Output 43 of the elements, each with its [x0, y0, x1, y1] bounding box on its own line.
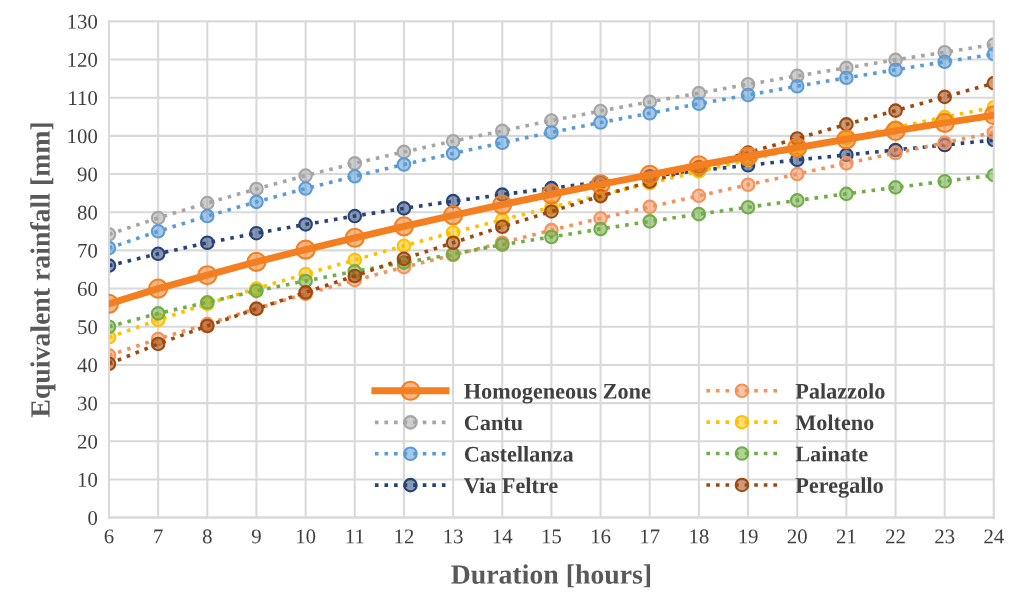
x-tick-label: 24	[984, 529, 1004, 544]
y-tick-label: 10	[78, 472, 98, 487]
x-tick-label: 18	[690, 529, 709, 544]
x-tick-label: 20	[787, 529, 807, 544]
y-tick-label: 70	[78, 243, 98, 258]
legend-label: Homogeneous Zone	[464, 383, 651, 404]
y-tick-label: 40	[77, 358, 98, 373]
legend-label: Molteno	[795, 414, 874, 431]
y-tick-label: 130	[68, 14, 98, 29]
y-tick-label: 0	[88, 511, 98, 526]
x-tick-label: 10	[297, 529, 316, 544]
legend-label: Via Feltre	[464, 477, 558, 494]
x-tick-label: 15	[542, 529, 562, 544]
x-tick-label: 21	[836, 529, 856, 544]
y-tick-label: 110	[69, 91, 98, 106]
y-tick-label: 100	[68, 129, 98, 144]
legend-label: Peregallo	[795, 477, 883, 498]
x-axis-title: Duration [hours]	[451, 564, 651, 588]
y-axis-title: Equivalent rainfall [mm]	[30, 123, 56, 418]
legend-label: Cantu	[464, 415, 523, 431]
y-tick-label: 60	[77, 281, 98, 297]
x-tick-label: 11	[346, 529, 364, 544]
x-tick-label: 8	[202, 529, 212, 544]
x-tick-label: 23	[935, 529, 955, 544]
y-tick-label: 90	[77, 167, 98, 182]
y-tick-label: 30	[78, 396, 98, 411]
x-tick-label: 9	[251, 529, 261, 544]
x-tick-label: 22	[886, 529, 905, 544]
legend-label: Palazzolo	[795, 383, 885, 399]
x-tick-label: 19	[739, 529, 758, 544]
x-tick-label: 14	[493, 529, 513, 544]
legend-label: Castellanza	[464, 446, 574, 462]
y-tick-label: 120	[68, 52, 98, 67]
x-tick-label: 7	[154, 529, 163, 544]
x-tick-label: 17	[641, 529, 660, 544]
x-tick-label: 12	[395, 529, 414, 544]
x-tick-label: 16	[592, 529, 611, 544]
y-tick-label: 20	[77, 434, 98, 449]
y-tick-label: 50	[78, 320, 98, 335]
x-tick-label: 6	[104, 529, 114, 544]
y-tick-label: 80	[77, 205, 98, 220]
legend-label: Lainate	[795, 445, 868, 462]
x-tick-label: 13	[444, 529, 463, 544]
